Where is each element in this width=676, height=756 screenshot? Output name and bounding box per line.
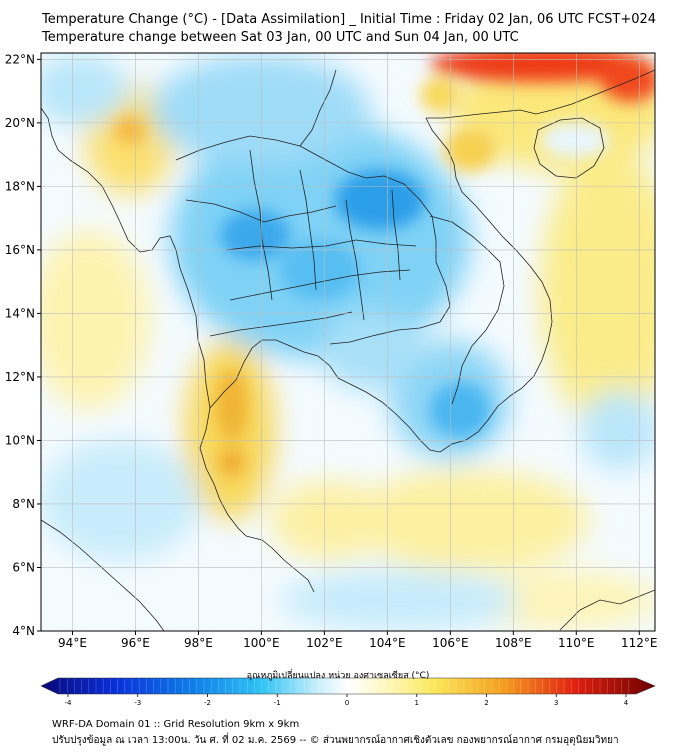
colorbar: -4 -3 -2 -1 0 1 2 3 4 — [40, 677, 656, 707]
footer-model-info: WRF-DA Domain 01 :: Grid Resolution 9km … — [52, 719, 300, 730]
lat-label: 22°N — [5, 52, 35, 66]
colorbar-tick-label: -4 — [65, 699, 73, 707]
colorbar-tick-label: -3 — [134, 699, 141, 707]
longitude-labels: 94°E 96°E 98°E 100°E 102°E 104°E 106°E 108°E 110… — [58, 636, 657, 650]
chart-subtitle: Temperature change between Sat 03 Jan, 0… — [42, 30, 519, 45]
lon-label: 94°E — [58, 636, 87, 650]
coastline-borders — [41, 69, 655, 631]
colorbar-tick-label: 4 — [624, 699, 629, 707]
lon-label: 96°E — [121, 636, 150, 650]
lat-label: 4°N — [12, 624, 35, 638]
plot-frame — [40, 52, 656, 632]
colorbar-title: อุณหภูมิเปลี่ยนแปลง หน่วย องศาเซลเซียส (… — [246, 671, 430, 681]
footer-update-info: ปรับปรุงข้อมูล ณ เวลา 13:00น. วัน ศ. ที่… — [52, 735, 619, 746]
lon-label: 106°E — [432, 636, 469, 650]
lon-label: 108°E — [495, 636, 532, 650]
lon-label: 110°E — [558, 636, 595, 650]
chart-title: Temperature Change (°C) - [Data Assimila… — [42, 12, 657, 27]
lon-label: 98°E — [184, 636, 213, 650]
lat-label: 6°N — [12, 560, 35, 574]
lon-label: 104°E — [369, 636, 406, 650]
lat-label: 12°N — [5, 370, 35, 384]
lat-label: 16°N — [5, 243, 35, 257]
lat-label: 8°N — [12, 497, 35, 511]
lon-label: 112°E — [621, 636, 658, 650]
lat-label: 10°N — [5, 433, 35, 447]
lon-label: 102°E — [306, 636, 343, 650]
gridlines — [41, 53, 655, 631]
axis-ticks — [37, 58, 640, 635]
lon-label: 100°E — [243, 636, 280, 650]
colorbar-ticks: -4 -3 -2 -1 0 1 2 3 4 — [65, 694, 629, 707]
colorbar-tick-label: 2 — [484, 699, 488, 707]
colorbar-tick-label: -1 — [274, 699, 281, 707]
lat-label: 20°N — [5, 116, 35, 130]
lat-label: 18°N — [5, 179, 35, 193]
colorbar-tick-label: 1 — [415, 699, 419, 707]
lat-label: 14°N — [5, 306, 35, 320]
latitude-labels: 22°N 20°N 18°N 16°N 14°N 12°N 10°N 8°N 6°N 4°N — [5, 52, 35, 638]
colorbar-tick-label: 3 — [554, 699, 558, 707]
colorbar-tick-label: -2 — [204, 699, 211, 707]
temperature-field — [41, 53, 655, 631]
colorbar-tick-label: 0 — [345, 699, 349, 707]
